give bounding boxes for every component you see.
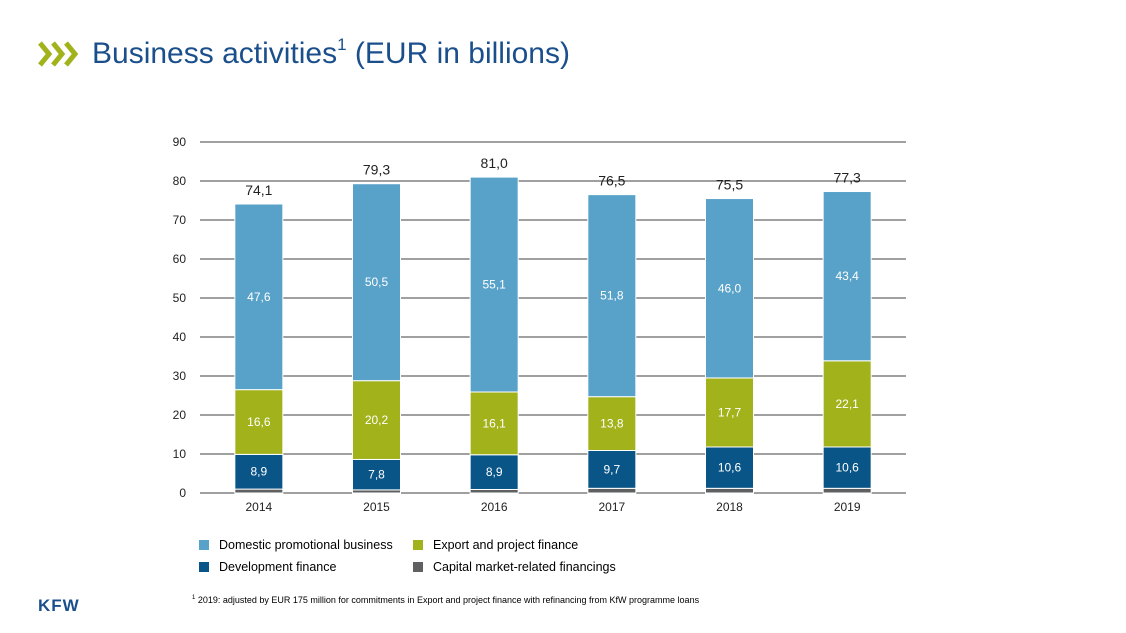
total-label: 75,5 xyxy=(716,177,743,193)
bar-segment-export xyxy=(469,391,519,456)
data-label-domestic: 46,0 xyxy=(718,281,742,295)
bar-segment-domestic xyxy=(234,203,284,391)
data-label-domestic: 55,1 xyxy=(482,278,506,292)
kfw-logo: KFW xyxy=(38,596,80,615)
bar-segment-capital xyxy=(469,488,519,494)
legend-label-domestic: Domestic promotional business xyxy=(219,538,393,552)
title-text: Business activities xyxy=(92,37,338,70)
data-label-development: 8,9 xyxy=(486,465,503,479)
chevrons-icon xyxy=(38,41,79,67)
bar-segment-capital xyxy=(822,487,872,494)
bar-segment-domestic xyxy=(822,191,872,362)
data-label-development: 10,6 xyxy=(718,461,742,475)
legend-swatch-export xyxy=(413,540,423,550)
data-label-development: 9,7 xyxy=(603,462,620,476)
y-tick-label: 40 xyxy=(173,330,187,344)
bar-segment-development xyxy=(822,446,872,489)
x-tick-label: 2016 xyxy=(481,500,508,514)
data-label-export: 16,6 xyxy=(247,415,271,429)
title-suffix: (EUR in billions) xyxy=(346,37,570,70)
bar-segment-export xyxy=(234,389,284,455)
data-label-export: 17,7 xyxy=(718,405,742,419)
bar-segment-domestic xyxy=(469,176,519,393)
bar-segment-development xyxy=(705,446,754,489)
data-label-development: 8,9 xyxy=(250,465,267,479)
x-tick-label: 2018 xyxy=(716,500,743,514)
bar-segment-capital xyxy=(705,487,754,494)
bar-segment-domestic xyxy=(587,194,637,398)
bar-segment-capital xyxy=(587,487,637,494)
y-tick-label: 30 xyxy=(173,369,187,383)
data-label-domestic: 51,8 xyxy=(600,289,624,303)
x-tick-label: 2017 xyxy=(598,500,625,514)
y-tick-label: 0 xyxy=(179,486,186,500)
y-tick-label: 60 xyxy=(173,252,187,266)
footnote: 1 2019: adjusted by EUR 175 million for … xyxy=(192,595,699,605)
total-label: 74,1 xyxy=(245,182,272,198)
legend-label-export: Export and project finance xyxy=(433,538,579,552)
total-label: 77,3 xyxy=(834,170,861,186)
bar-segment-development xyxy=(587,449,637,489)
bar-segment-development xyxy=(234,453,284,490)
data-label-export: 22,1 xyxy=(835,397,859,411)
total-label: 79,3 xyxy=(363,162,390,178)
data-label-development: 7,8 xyxy=(368,468,385,482)
legend-item-development: Development finance xyxy=(199,560,336,574)
data-label-domestic: 47,6 xyxy=(247,290,271,304)
legend-swatch-development xyxy=(199,562,209,572)
bar-segment-development xyxy=(469,454,519,490)
legend-swatch-capital xyxy=(413,562,423,572)
x-tick-label: 2014 xyxy=(245,500,272,514)
page-title: Business activities1 (EUR in billions) xyxy=(92,35,570,71)
legend-label-capital: Capital market-related financings xyxy=(433,560,616,574)
data-label-domestic: 43,4 xyxy=(835,269,859,283)
footnote-mark: 1 xyxy=(192,595,196,601)
y-tick-label: 20 xyxy=(173,408,187,422)
x-tick-label: 2015 xyxy=(363,500,390,514)
x-tick-label: 2019 xyxy=(834,500,861,514)
bar-segment-domestic xyxy=(705,198,754,379)
bar-segment-capital xyxy=(234,488,284,494)
data-label-development: 10,6 xyxy=(835,461,859,475)
y-tick-label: 80 xyxy=(173,174,187,188)
total-label: 76,5 xyxy=(598,173,625,189)
bar-segment-domestic xyxy=(352,183,401,382)
bar-segment-export xyxy=(822,360,872,448)
y-tick-label: 70 xyxy=(173,213,187,227)
legend-item-domestic: Domestic promotional business xyxy=(199,538,393,552)
legend-label-development: Development finance xyxy=(219,560,337,574)
legend-item-export: Export and project finance xyxy=(413,538,578,552)
data-label-domestic: 50,5 xyxy=(365,275,389,289)
legend-swatch-domestic xyxy=(199,540,209,550)
total-label: 81,0 xyxy=(481,155,508,171)
legend-item-capital: Capital market-related financings xyxy=(413,560,616,574)
data-label-export: 13,8 xyxy=(600,417,624,431)
bar-segment-export xyxy=(352,380,401,460)
y-tick-label: 90 xyxy=(173,135,187,149)
data-label-export: 20,2 xyxy=(365,413,389,427)
bar-segment-export xyxy=(587,396,637,451)
footnote-text: 2019: adjusted by EUR 175 million for co… xyxy=(195,595,700,605)
bar-segment-export xyxy=(705,377,754,448)
title-bar: Business activities1 (EUR in billions) xyxy=(38,34,570,74)
title-footnote-mark: 1 xyxy=(337,35,347,54)
y-tick-label: 10 xyxy=(173,447,187,461)
y-tick-label: 50 xyxy=(173,291,187,305)
data-label-export: 16,1 xyxy=(482,416,506,430)
